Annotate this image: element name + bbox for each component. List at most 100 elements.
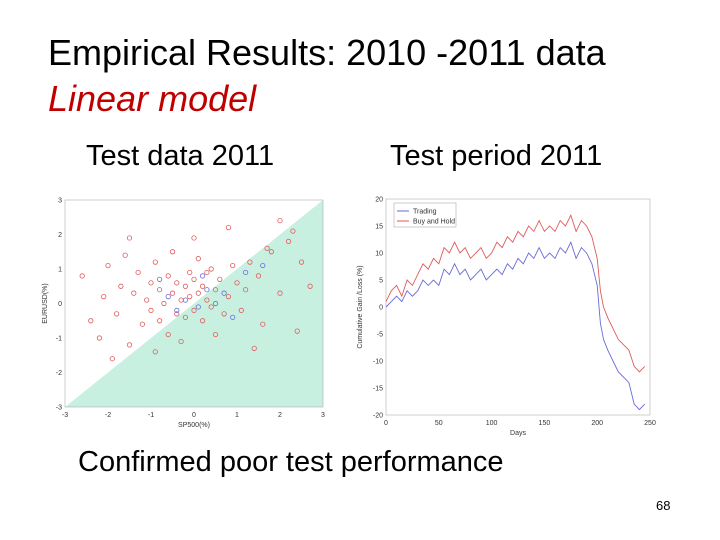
scatter-point-s0-35 — [200, 283, 206, 289]
scatter-point-s0-47 — [243, 287, 249, 293]
scatter-point-s0-56 — [96, 335, 103, 341]
scatter-point-s0-5 — [118, 283, 124, 289]
scatter-x-tick-1: -2 — [105, 412, 111, 419]
scatter-point-s0-43 — [225, 293, 231, 300]
scatter-point-s0-31 — [191, 276, 197, 282]
scatter-point-s0-19 — [165, 331, 171, 338]
scatter-point-s0-50 — [260, 321, 266, 327]
scatter-point-s0-64 — [225, 225, 231, 231]
scatter-y-tick-3: 0 — [58, 301, 62, 308]
scatter-point-s1-6 — [221, 290, 227, 296]
line-y-tick-0: -20 — [373, 413, 383, 420]
line-legend-label-1: Buy and Hold — [413, 219, 455, 226]
scatter-point-s0-28 — [187, 269, 193, 276]
line-y-tick-6: 10 — [375, 251, 383, 258]
line-y-tick-8: 20 — [375, 197, 383, 204]
scatter-point-s0-26 — [182, 283, 188, 289]
scatter-point-s0-36 — [204, 297, 210, 303]
scatter-point-s0-21 — [169, 249, 176, 255]
line-x-tick-1: 50 — [435, 420, 443, 427]
scatter-point-s0-9 — [135, 269, 141, 276]
scatter-point-s0-38 — [208, 304, 214, 310]
scatter-y-label: EURUSD(%) — [42, 283, 49, 323]
scatter-point-s0-11 — [144, 297, 150, 303]
scatter-point-s1-2 — [195, 304, 201, 310]
line-x-tick-3: 150 — [539, 420, 551, 427]
scatter-point-s0-39 — [208, 266, 214, 272]
scatter-point-s0-53 — [285, 238, 292, 244]
scatter-point-s0-6 — [122, 252, 128, 258]
scatter-x-tick-0: -3 — [62, 412, 68, 419]
scatter-point-s1-11 — [157, 276, 163, 282]
scatter-point-s0-4 — [114, 311, 120, 317]
scatter-point-s0-52 — [277, 290, 283, 296]
scatter-point-s1-9 — [260, 262, 266, 269]
scatter-point-s0-13 — [148, 307, 154, 313]
right-subtitle: Test period 2011 — [390, 140, 603, 172]
scatter-x-tick-6: 3 — [321, 412, 325, 419]
scatter-point-s0-48 — [247, 259, 253, 265]
line-series-0 — [385, 241, 646, 411]
scatter-point-s0-17 — [161, 300, 167, 307]
left-subtitle: Test data 2011 — [86, 140, 275, 172]
scatter-y-tick-1: -2 — [56, 370, 62, 377]
line-y-tick-2: -10 — [373, 359, 383, 366]
scatter-point-s1-5 — [174, 307, 180, 313]
scatter-point-s0-45 — [234, 280, 240, 286]
scatter-point-s1-7 — [230, 314, 236, 320]
scatter-point-s0-33 — [195, 256, 201, 262]
scatter-point-s0-10 — [139, 321, 145, 327]
scatter-point-s0-61 — [294, 328, 300, 334]
scatter-y-tick-6: 3 — [58, 198, 62, 205]
line-legend-box — [393, 202, 457, 228]
line-series-1 — [385, 214, 646, 373]
scatter-point-s0-7 — [126, 342, 133, 348]
scatter-point-s0-22 — [174, 311, 180, 317]
scatter-point-s0-12 — [148, 280, 154, 286]
conclusion-text: Confirmed poor test performance — [78, 446, 504, 478]
scatter-x-tick-2: -1 — [148, 412, 154, 419]
scatter-point-s0-34 — [200, 318, 206, 324]
scatter-point-s1-10 — [200, 273, 206, 279]
scatter-point-s0-29 — [187, 293, 193, 300]
scatter-point-s0-37 — [204, 269, 210, 276]
scatter-point-s1-4 — [212, 300, 219, 307]
scatter-point-s0-42 — [221, 311, 227, 317]
scatter-point-s0-63 — [191, 235, 197, 241]
scatter-point-s0-55 — [307, 283, 313, 289]
scatter-x-label: SP500(%) — [178, 422, 210, 429]
line-y-tick-1: -15 — [373, 386, 383, 393]
title-line-2: Linear model — [48, 78, 257, 119]
scatter-point-s0-40 — [212, 287, 219, 293]
scatter-point-s0-57 — [109, 356, 115, 362]
scatter-point-s0-49 — [255, 273, 262, 279]
scatter-point-s0-18 — [165, 273, 171, 279]
scatter-point-s0-41 — [217, 276, 223, 282]
scatter-point-s0-67 — [290, 228, 296, 234]
scatter-point-s0-20 — [169, 290, 176, 296]
title-line-1: Empirical Results: 2010 -2011 data — [48, 32, 606, 73]
scatter-point-s0-14 — [152, 259, 158, 265]
scatter-point-s0-66 — [264, 245, 270, 251]
line-y-tick-5: 5 — [379, 278, 383, 285]
scatter-x-tick-3: 0 — [192, 412, 196, 419]
page-number: 68 — [656, 498, 671, 513]
line-y-label: Cumulative Gain /Loss (%) — [357, 265, 364, 348]
scatter-point-s0-62 — [126, 235, 133, 241]
scatter-point-s0-46 — [238, 307, 244, 313]
scatter-point-s0-25 — [178, 338, 184, 345]
line-y-tick-4: 0 — [379, 305, 383, 312]
scatter-shaded-region — [65, 200, 323, 407]
scatter-point-s0-15 — [157, 287, 163, 293]
scatter-point-s1-8 — [243, 269, 249, 276]
line-legend-label-0: Trading — [413, 209, 437, 216]
slide-title: Empirical Results: 2010 -2011 data Linea… — [48, 30, 606, 122]
scatter-point-s0-8 — [131, 290, 137, 296]
scatter-point-s0-23 — [174, 280, 180, 286]
scatter-x-tick-5: 2 — [278, 412, 282, 419]
scatter-point-s1-1 — [182, 297, 188, 303]
line-x-label: Days — [510, 430, 526, 437]
scatter-point-s0-51 — [268, 249, 274, 255]
